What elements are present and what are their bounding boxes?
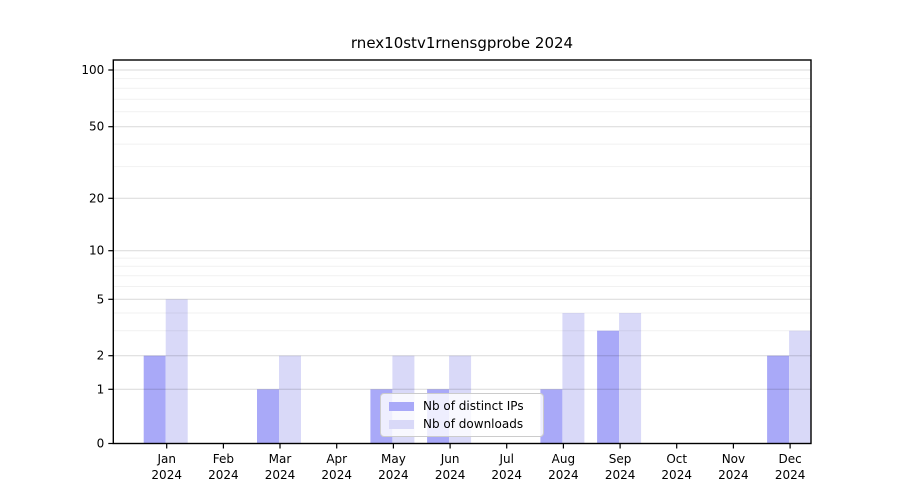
x-tick-label-month: May bbox=[381, 452, 406, 466]
x-tick-label-year: 2024 bbox=[321, 468, 352, 482]
x-tick-label-month: Oct bbox=[666, 452, 687, 466]
y-tick-label: 50 bbox=[89, 120, 104, 134]
x-tick-label-month: Nov bbox=[722, 452, 745, 466]
legend-swatch-downloads bbox=[389, 419, 414, 429]
bar-downloads bbox=[279, 355, 301, 444]
chart-title: rnex10stv1rnensgprobe 2024 bbox=[350, 34, 574, 52]
bar-distinct-ips bbox=[540, 389, 563, 444]
legend-swatch-distinct-ips bbox=[389, 401, 414, 411]
bar-downloads bbox=[619, 313, 642, 444]
x-tick-label-month: Jul bbox=[498, 452, 513, 466]
legend-label: Nb of distinct IPs bbox=[423, 399, 524, 413]
plot-frame bbox=[112, 59, 812, 445]
x-tick-label-month: Apr bbox=[326, 452, 347, 466]
x-tick-label-month: Mar bbox=[269, 452, 292, 466]
x-tick-label-year: 2024 bbox=[548, 468, 579, 482]
x-tick-label-year: 2024 bbox=[775, 468, 806, 482]
x-tick-label-year: 2024 bbox=[151, 468, 182, 482]
legend-item-distinct-ips: Nb of distinct IPs bbox=[389, 399, 535, 413]
x-tick-label-year: 2024 bbox=[208, 468, 239, 482]
legend: Nb of distinct IPs Nb of downloads bbox=[380, 393, 544, 437]
bar-distinct-ips bbox=[143, 355, 166, 444]
x-tick-label-year: 2024 bbox=[491, 468, 522, 482]
x-tick-label-month: Feb bbox=[213, 452, 234, 466]
x-tick-label-month: Jun bbox=[440, 452, 460, 466]
x-tick-label-month: Jan bbox=[156, 452, 176, 466]
legend-item-downloads: Nb of downloads bbox=[389, 417, 535, 431]
y-tick-label: 1 bbox=[97, 382, 105, 396]
legend-label: Nb of downloads bbox=[423, 417, 524, 431]
y-tick-label: 20 bbox=[89, 191, 104, 205]
x-tick-label-year: 2024 bbox=[661, 468, 692, 482]
y-tick-label: 2 bbox=[97, 349, 105, 363]
x-tick-label-month: Dec bbox=[778, 452, 801, 466]
y-tick-label: 10 bbox=[89, 244, 104, 258]
bar-distinct-ips bbox=[597, 330, 620, 444]
x-tick-label-year: 2024 bbox=[605, 468, 636, 482]
x-tick-label-year: 2024 bbox=[265, 468, 296, 482]
bar-downloads bbox=[165, 299, 188, 444]
x-tick-label-month: Sep bbox=[609, 452, 632, 466]
x-tick-label-year: 2024 bbox=[378, 468, 409, 482]
y-tick-label: 100 bbox=[81, 63, 104, 77]
x-tick-label-year: 2024 bbox=[718, 468, 749, 482]
y-tick-label: 0 bbox=[97, 437, 105, 451]
x-tick-label-year: 2024 bbox=[435, 468, 466, 482]
bar-distinct-ips bbox=[257, 389, 279, 444]
bar-distinct-ips bbox=[767, 355, 790, 444]
y-tick-label: 5 bbox=[97, 292, 105, 306]
bar-downloads bbox=[562, 313, 585, 444]
x-tick-label-month: Aug bbox=[552, 452, 575, 466]
bar-downloads bbox=[789, 330, 812, 444]
